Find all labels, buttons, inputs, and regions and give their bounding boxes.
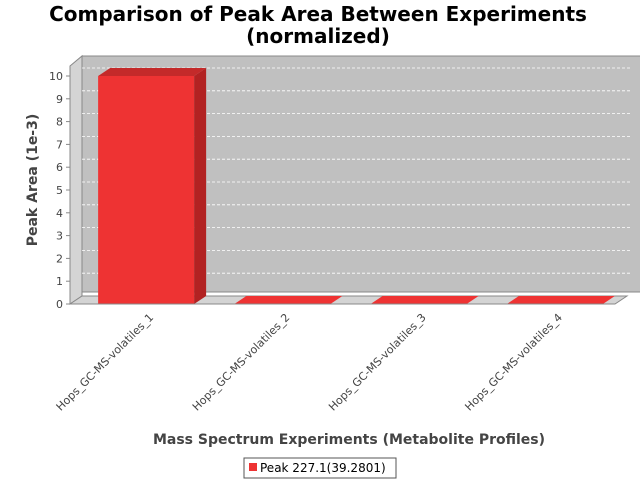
bar-top — [98, 68, 207, 76]
bar-side — [194, 68, 207, 304]
bar — [98, 76, 195, 304]
y-tick-label: 8 — [56, 116, 63, 129]
y-tick-label: 4 — [56, 207, 63, 220]
y-tick-label: 7 — [56, 138, 63, 151]
y-tick-label: 9 — [56, 93, 63, 106]
x-tick-label: Hops_GC-MS-volatiles_1 — [54, 311, 157, 414]
x-axis-labels: Hops_GC-MS-volatiles_1 Hops_GC-MS-volatil… — [54, 311, 565, 414]
legend-swatch — [249, 463, 257, 471]
y-tick-label: 2 — [56, 252, 63, 265]
bar — [234, 296, 343, 304]
bar — [506, 296, 615, 304]
chart-subtitle: (normalized) — [246, 24, 390, 48]
y-tick-label: 3 — [56, 230, 63, 243]
plot-side-wall — [69, 54, 83, 305]
x-tick-label: Hops_GC-MS-volatiles_2 — [190, 311, 293, 414]
bars — [98, 68, 615, 304]
y-tick-label: 6 — [56, 161, 63, 174]
legend-label: Peak 227.1(39.2801) — [260, 461, 386, 475]
chart-title: Comparison of Peak Area Between Experime… — [49, 2, 587, 26]
y-axis-ticks: 0 1 2 3 4 5 6 7 8 9 10 — [49, 70, 70, 311]
bar — [370, 296, 479, 304]
y-tick-label: 5 — [56, 184, 63, 197]
y-axis-title: Peak Area (1e-3) — [25, 114, 41, 247]
legend: Peak 227.1(39.2801) — [243, 457, 397, 479]
x-axis-title: Mass Spectrum Experiments (Metabolite Pr… — [153, 432, 545, 448]
x-tick-label: Hops_GC-MS-volatiles_3 — [326, 311, 429, 414]
legend-box — [243, 457, 397, 479]
y-tick-label: 10 — [49, 70, 63, 83]
axes — [69, 66, 615, 305]
y-tick-label: 1 — [56, 275, 63, 288]
y-tick-label: 0 — [56, 298, 63, 311]
x-tick-label: Hops_GC-MS-volatiles_4 — [462, 311, 565, 414]
